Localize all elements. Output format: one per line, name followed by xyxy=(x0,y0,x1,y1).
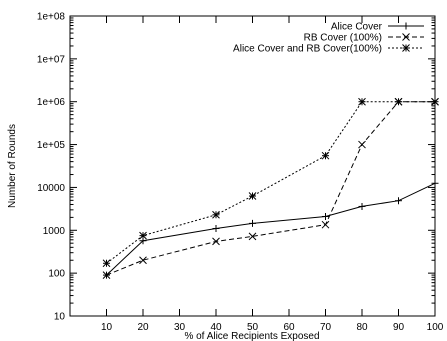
data-point xyxy=(321,220,330,229)
x-tick-label: 90 xyxy=(393,322,405,333)
x-axis-label: % of Alice Recipients Exposed xyxy=(184,331,319,341)
x-tick-label: 30 xyxy=(174,322,186,333)
x-tick-label: 10 xyxy=(101,322,113,333)
y-tick-label: 100 xyxy=(48,269,65,280)
data-point xyxy=(431,97,439,106)
y-axis-label: Number of Rounds xyxy=(7,124,18,208)
data-point xyxy=(358,140,366,149)
data-point xyxy=(431,179,439,187)
x-axis: 10 20 30 40 50 60 70 80 90 100 xyxy=(101,16,444,333)
data-point xyxy=(139,256,147,265)
series-layer xyxy=(102,97,439,279)
data-point xyxy=(358,97,366,106)
series-line xyxy=(106,101,435,276)
y-tick-label: 1000 xyxy=(43,226,66,237)
data-point xyxy=(212,237,220,246)
y-tick-label: 10 xyxy=(54,312,66,323)
data-point xyxy=(402,33,410,41)
y-tick-label: 1e+07 xyxy=(37,54,66,65)
y-tick-label: 1e+06 xyxy=(37,97,66,108)
x-tick-label: 20 xyxy=(137,322,149,333)
data-point xyxy=(248,192,257,200)
y-tick-label: 1e+05 xyxy=(37,140,66,151)
legend-label: RB Cover (100%) xyxy=(304,33,382,44)
data-point xyxy=(394,97,403,106)
data-point xyxy=(248,232,257,241)
data-point xyxy=(139,231,147,240)
x-tick-label: 40 xyxy=(210,322,222,333)
x-tick-label: 100 xyxy=(427,322,444,333)
x-tick-label: 80 xyxy=(356,322,368,333)
legend-label: Alice Cover xyxy=(331,22,383,33)
data-point xyxy=(102,271,111,279)
legend-label: Alice Cover and RB Cover(100%) xyxy=(233,44,382,55)
x-tick-label: 50 xyxy=(247,322,259,333)
x-tick-label: 70 xyxy=(320,322,332,333)
data-point xyxy=(322,212,329,220)
series-line xyxy=(106,182,436,276)
y-tick-label: 1e+08 xyxy=(37,12,66,23)
y-tick-label: 10000 xyxy=(37,183,65,194)
data-point xyxy=(212,210,220,219)
data-point xyxy=(102,259,111,268)
y-axis: 10 100 1000 10000 1e+05 1e+06 1e+07 1e+08 xyxy=(37,12,435,323)
plot-frame xyxy=(69,15,436,317)
data-point xyxy=(212,225,220,233)
data-point xyxy=(321,151,330,160)
data-point xyxy=(395,197,402,205)
series-line xyxy=(106,101,435,264)
x-tick-label: 60 xyxy=(283,322,295,333)
data-point xyxy=(402,44,410,52)
data-point xyxy=(249,219,256,227)
data-point xyxy=(402,22,410,30)
data-point xyxy=(358,202,366,210)
